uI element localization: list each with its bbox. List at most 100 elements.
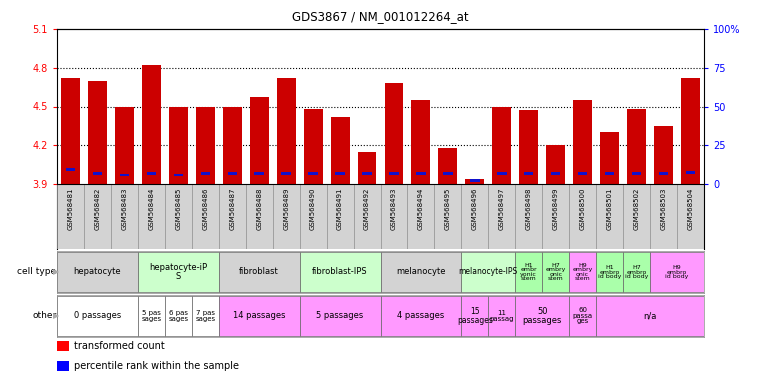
Bar <box>380 184 407 249</box>
Text: 60
passa
ges: 60 passa ges <box>572 308 593 324</box>
Text: fibroblast: fibroblast <box>240 268 279 276</box>
Bar <box>443 172 453 175</box>
Bar <box>519 110 538 184</box>
Bar <box>686 171 695 174</box>
Text: cell type: cell type <box>18 268 56 276</box>
Bar <box>277 78 295 184</box>
Text: GSM568487: GSM568487 <box>229 187 235 230</box>
Text: melanocyte-IPS: melanocyte-IPS <box>459 268 518 276</box>
Bar <box>358 152 377 184</box>
Text: GSM568496: GSM568496 <box>472 187 478 230</box>
Text: hepatocyte: hepatocyte <box>74 268 121 276</box>
Text: n/a: n/a <box>643 311 657 321</box>
Text: other: other <box>32 311 56 321</box>
Bar <box>470 179 479 182</box>
Bar <box>407 184 435 249</box>
Text: H1
embr
yonic
stem: H1 embr yonic stem <box>521 263 537 281</box>
Bar <box>336 172 345 175</box>
Bar <box>573 100 592 184</box>
Bar <box>515 296 569 336</box>
Bar <box>623 184 650 249</box>
Bar <box>654 126 673 184</box>
Bar <box>308 172 318 175</box>
Bar <box>223 106 242 184</box>
Text: GSM568494: GSM568494 <box>418 187 424 230</box>
Bar <box>219 296 300 336</box>
Bar <box>416 172 425 175</box>
Bar <box>111 184 138 249</box>
Bar <box>412 100 431 184</box>
Bar <box>219 252 300 292</box>
Bar <box>515 184 543 249</box>
Bar <box>57 296 138 336</box>
Text: transformed count: transformed count <box>74 341 164 351</box>
Text: 5 pas
sages: 5 pas sages <box>142 310 161 322</box>
Text: GSM568488: GSM568488 <box>256 187 263 230</box>
Bar <box>115 106 134 184</box>
Text: GSM568481: GSM568481 <box>68 187 74 230</box>
Bar <box>650 184 677 249</box>
Bar <box>228 172 237 175</box>
Bar <box>300 296 380 336</box>
Bar <box>596 296 704 336</box>
Text: GSM568486: GSM568486 <box>202 187 209 230</box>
Text: GSM568484: GSM568484 <box>148 187 154 230</box>
Text: GSM568503: GSM568503 <box>661 187 667 230</box>
Bar <box>461 184 489 249</box>
Text: H1
embro
id body: H1 embro id body <box>598 265 621 279</box>
Bar <box>57 341 68 351</box>
Bar <box>165 184 192 249</box>
Bar <box>93 172 102 175</box>
Bar <box>138 184 165 249</box>
Text: percentile rank within the sample: percentile rank within the sample <box>74 361 238 371</box>
Bar <box>84 184 111 249</box>
Bar <box>300 252 380 292</box>
Text: GSM568500: GSM568500 <box>580 187 586 230</box>
Text: GSM568493: GSM568493 <box>391 187 397 230</box>
Bar <box>492 106 511 184</box>
Text: GSM568485: GSM568485 <box>175 187 181 230</box>
Bar <box>61 78 80 184</box>
Bar <box>88 81 107 184</box>
Bar <box>650 252 704 292</box>
Bar <box>384 83 403 184</box>
Text: GSM568483: GSM568483 <box>122 187 127 230</box>
Bar <box>515 252 543 292</box>
Bar <box>326 184 354 249</box>
Bar <box>390 172 399 175</box>
Bar <box>250 98 269 184</box>
Bar <box>380 296 461 336</box>
Text: 11
passag: 11 passag <box>489 310 514 322</box>
Bar <box>196 106 215 184</box>
Bar <box>165 296 192 336</box>
Bar <box>632 172 642 175</box>
Text: GSM568495: GSM568495 <box>445 187 451 230</box>
Bar <box>219 184 246 249</box>
Bar <box>380 252 461 292</box>
Text: 15
passages: 15 passages <box>457 307 493 324</box>
Bar <box>254 172 264 175</box>
Text: GSM568504: GSM568504 <box>687 187 693 230</box>
Bar <box>569 296 596 336</box>
Bar <box>174 174 183 176</box>
Bar <box>438 148 457 184</box>
Bar <box>354 184 380 249</box>
Bar <box>192 296 219 336</box>
Text: GSM568492: GSM568492 <box>364 187 370 230</box>
Bar <box>138 252 219 292</box>
Bar <box>330 117 349 184</box>
Bar <box>461 252 515 292</box>
Bar <box>169 106 188 184</box>
Text: GSM568490: GSM568490 <box>310 187 316 230</box>
Bar <box>435 184 461 249</box>
Bar <box>546 145 565 184</box>
Bar <box>623 252 650 292</box>
Bar <box>138 296 165 336</box>
Text: GSM568501: GSM568501 <box>607 187 613 230</box>
Text: GSM568491: GSM568491 <box>337 187 343 230</box>
Bar <box>489 296 515 336</box>
Bar <box>596 184 623 249</box>
Bar <box>600 132 619 184</box>
Bar <box>578 172 587 175</box>
Bar <box>192 184 219 249</box>
